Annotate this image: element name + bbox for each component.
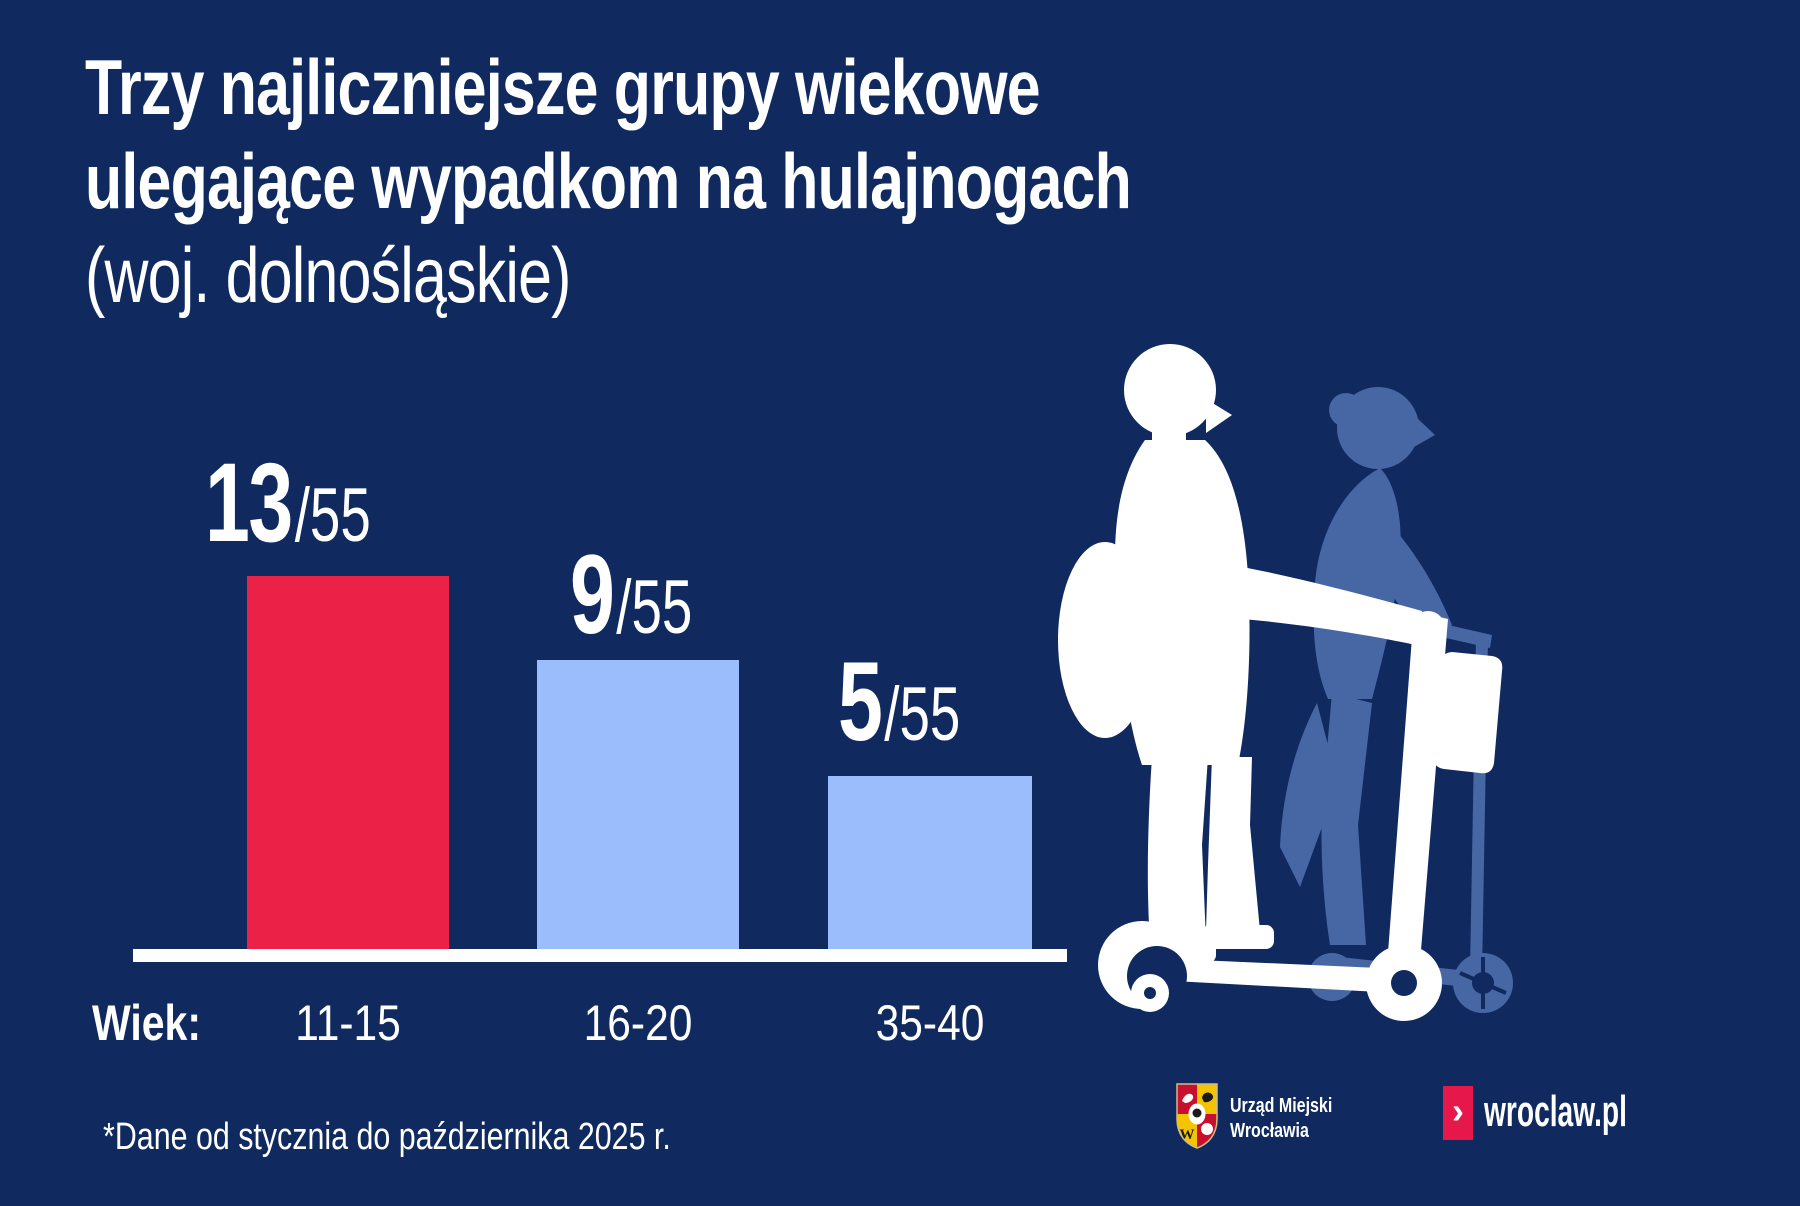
value-label-11-15: 13 /55 [205, 438, 371, 567]
wroclawpl-chevron-icon: › [1443, 1086, 1473, 1140]
value-label-16-20: 9 /55 [570, 530, 692, 659]
bar-age-35-40 [828, 776, 1032, 949]
page-title: Trzy najliczniejsze grupy wiekowe ulegaj… [85, 40, 1132, 322]
value-number: 9 [570, 532, 615, 657]
front-rider-silhouette [1058, 344, 1503, 1021]
value-denominator: /55 [616, 565, 693, 650]
value-denominator: /55 [294, 473, 371, 558]
chart-baseline [133, 949, 1067, 962]
wroclaw-coat-of-arms: W [1176, 1083, 1218, 1149]
cityhall-line-1: Urząd Miejski [1230, 1095, 1333, 1117]
svg-text:W: W [1180, 1127, 1195, 1143]
cityhall-wordmark: Urząd Miejski Wrocławia [1230, 1094, 1332, 1144]
title-line-3: (woj. dolnośląskie) [85, 231, 571, 319]
age-tick-11-15: 11-15 [295, 995, 401, 1051]
wroclawpl-wordmark: wroclaw.pl [1484, 1087, 1627, 1136]
bar-age-16-20 [537, 660, 739, 949]
back-wheel-spokes [1459, 957, 1507, 1009]
title-line-1: Trzy najliczniejsze grupy wiekowe [85, 43, 1041, 131]
value-label-35-40: 5 /55 [838, 637, 960, 766]
data-range-footnote: *Dane od stycznia do października 2025 r… [103, 1116, 671, 1158]
chevron-glyph: › [1452, 1090, 1464, 1131]
value-number: 5 [838, 639, 883, 764]
front-wheel-cutouts [1127, 946, 1417, 1012]
cityhall-line-2: Wrocławia [1230, 1120, 1309, 1142]
age-tick-35-40: 35-40 [875, 995, 985, 1051]
scooter-riders-illustration [1058, 344, 1513, 1021]
value-number: 13 [205, 440, 293, 565]
value-denominator: /55 [884, 672, 961, 757]
title-line-2: ulegające wypadkom na hulajnogach [85, 137, 1132, 225]
age-tick-16-20: 16-20 [583, 995, 693, 1051]
axis-label-wiek: Wiek: [92, 995, 201, 1051]
bar-age-11-15 [247, 576, 449, 949]
